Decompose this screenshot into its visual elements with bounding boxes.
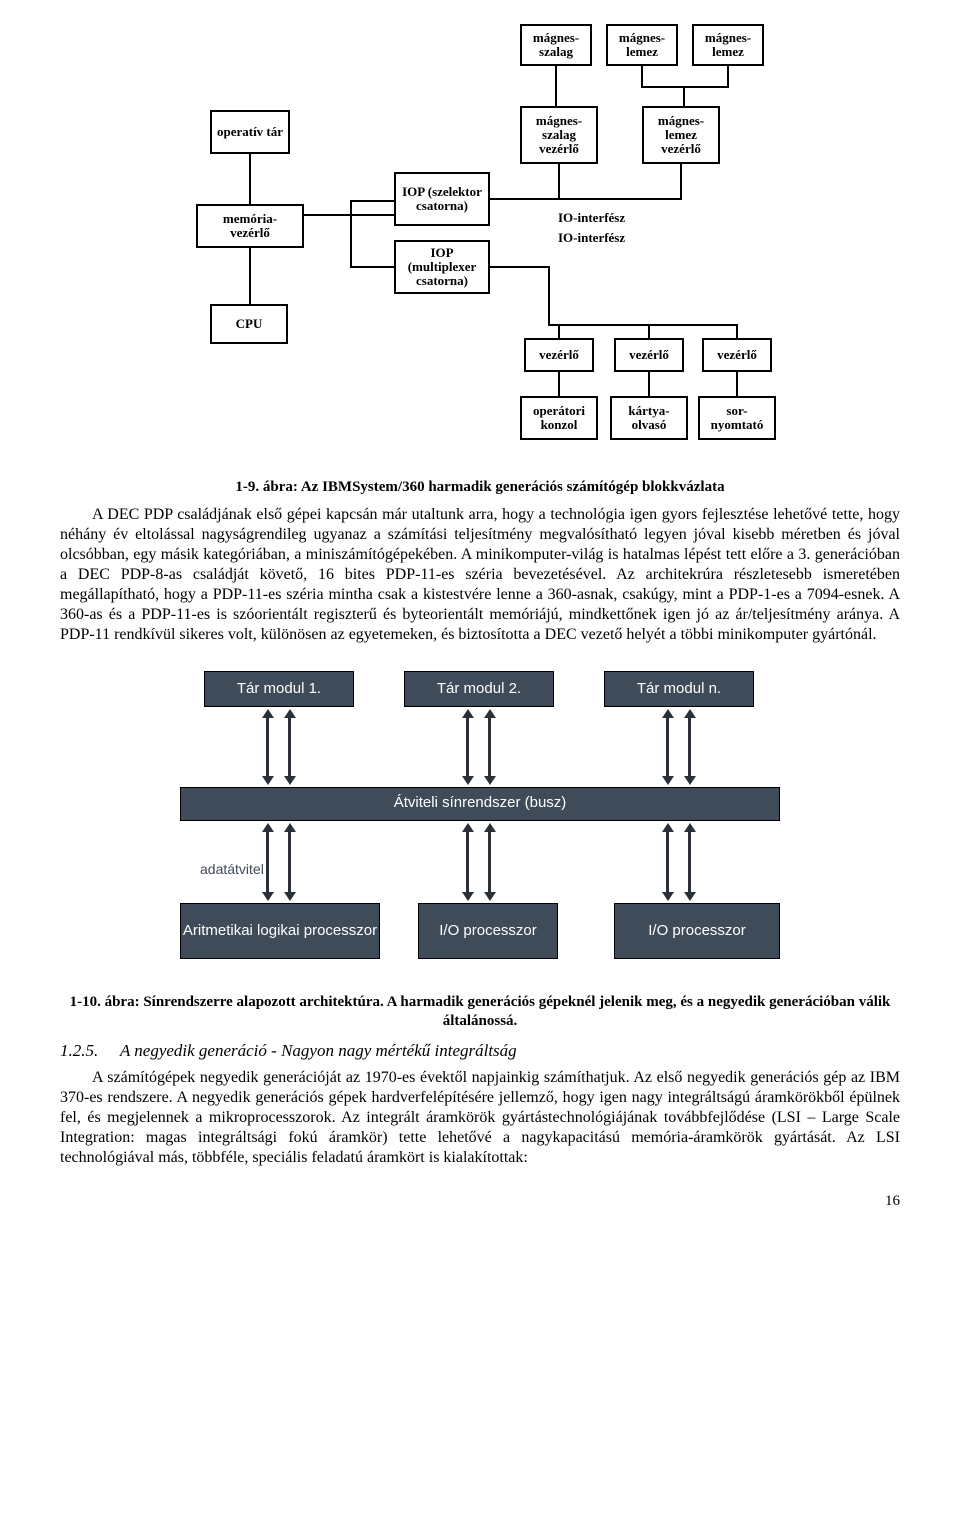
figure-1-9: mágnes- szalag mágnes- lemez mágnes- lem… bbox=[60, 24, 900, 470]
box-operatori-konzol: operátori konzol bbox=[520, 396, 598, 440]
diagram-bus-architecture: Tár modul 1. Tár modul 2. Tár modul n. Á… bbox=[160, 671, 800, 971]
box-iop-szelektor: IOP (szelektor csatorna) bbox=[394, 172, 490, 226]
box-tar-1: Tár modul 1. bbox=[204, 671, 354, 707]
box-tar-n: Tár modul n. bbox=[604, 671, 754, 707]
box-sornyomtato: sor- nyomtató bbox=[698, 396, 776, 440]
box-tar-2: Tár modul 2. bbox=[404, 671, 554, 707]
box-memoria-vezerlo: memória- vezérlő bbox=[196, 204, 304, 248]
box-io-proc-2: I/O processzor bbox=[614, 903, 780, 959]
box-vezerlo-1: vezérlő bbox=[524, 338, 594, 372]
bus-bar: Átviteli sínrendszer (busz) bbox=[180, 787, 780, 821]
box-vezerlo-3: vezérlő bbox=[702, 338, 772, 372]
figure-1-10: Tár modul 1. Tár modul 2. Tár modul n. Á… bbox=[60, 647, 900, 985]
diagram-ibm360: mágnes- szalag mágnes- lemez mágnes- lem… bbox=[180, 24, 780, 464]
box-cpu: CPU bbox=[210, 304, 288, 344]
paragraph-pdp: A DEC PDP családjának első gépei kapcsán… bbox=[60, 505, 900, 645]
caption-1-10: 1-10. ábra: Sínrendszerre alapozott arch… bbox=[60, 993, 900, 1031]
paragraph-gen4: A számítógépek negyedik generációját az … bbox=[60, 1068, 900, 1168]
label-io-interface-bot: IO-interfész bbox=[558, 230, 625, 246]
box-kartyaolvaso: kártya- olvasó bbox=[610, 396, 688, 440]
box-magnes-szalag: mágnes- szalag bbox=[520, 24, 592, 66]
section-title: A negyedik generáció - Nagyon nagy mérté… bbox=[120, 1041, 517, 1060]
box-iop-multiplex: IOP (multiplexer csatorna) bbox=[394, 240, 490, 294]
box-magnes-lemez-b: mágnes- lemez bbox=[692, 24, 764, 66]
label-adatatvitel: adatátvitel bbox=[200, 861, 264, 879]
caption-1-9: 1-9. ábra: Az IBMSystem/360 harmadik gen… bbox=[60, 478, 900, 497]
box-alu: Aritmetikai logikai processzor bbox=[180, 903, 380, 959]
box-magnes-lemez-a: mágnes- lemez bbox=[606, 24, 678, 66]
page-number: 16 bbox=[60, 1192, 900, 1211]
section-number: 1.2.5. bbox=[60, 1040, 116, 1061]
section-heading-125: 1.2.5. A negyedik generáció - Nagyon nag… bbox=[60, 1040, 900, 1061]
box-mg-szalag-vezerlo: mágnes- szalag vezérlő bbox=[520, 106, 598, 164]
label-io-interface-top: IO-interfész bbox=[558, 210, 625, 226]
box-mg-lemez-vezerlo: mágnes- lemez vezérlő bbox=[642, 106, 720, 164]
box-operativ-tar: operatív tár bbox=[210, 110, 290, 154]
box-vezerlo-2: vezérlő bbox=[614, 338, 684, 372]
box-io-proc-1: I/O processzor bbox=[418, 903, 558, 959]
